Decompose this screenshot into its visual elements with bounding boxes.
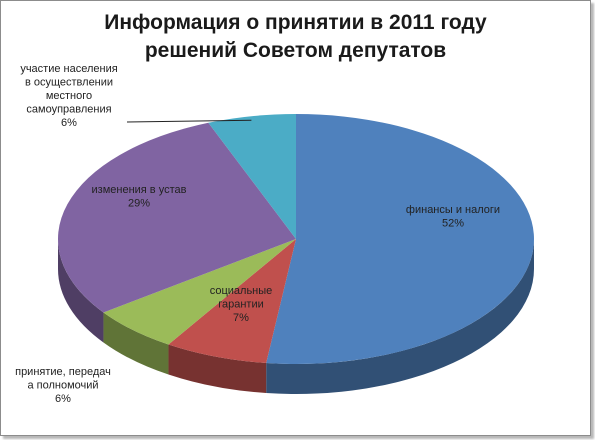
data-label-value: 7% [233,312,249,324]
data-labels: финансы и налоги 52% социальные гарантии 7% п… [15,63,500,405]
data-label-line: а полномочий [27,380,98,392]
data-label-line: социальные [210,285,273,297]
data-label-line: участие населения [20,63,117,75]
leader-line [126,119,252,123]
chart-title-line-1: Информация о принятии в 2011 году [104,11,487,34]
data-label-line: изменения в устав [92,184,187,196]
pie-slice-side-1 [168,344,267,394]
data-label-value: 6% [61,117,77,129]
chart-title: Информация о принятии в 2011 году решени… [1,9,590,65]
pie-slice-0 [266,114,534,364]
data-label-line: самоуправления [26,104,111,116]
pie-slice-side-3 [58,239,104,343]
data-label-line: финансы и налоги [406,204,500,216]
pie-side-walls [58,239,534,395]
data-label-line: местного [46,90,92,102]
pie-chart: финансы и налоги 52% социальные гарантии 7% п… [15,63,534,405]
data-label-line: принятие, передач [15,366,111,378]
pie-slice-1 [168,239,296,364]
data-label-line: гарантии [218,299,264,311]
data-label-value: 52% [442,218,464,230]
pie-top-faces [57,114,534,364]
data-label-line: в осуществлении [25,77,113,89]
data-label-4: участие населения в осуществлении местного… [20,63,117,129]
pie-slice-side-2 [103,312,169,375]
data-label-0: финансы и налоги 52% [406,204,500,230]
pie-slice-side-0 [266,239,534,395]
pie-slice-4 [208,114,296,239]
data-label-value: 29% [128,198,150,210]
pie-slice-2 [103,239,297,345]
data-label-1: социальные гарантии 7% [210,285,273,324]
data-label-value: 6% [55,393,71,405]
chart-title-line-2: решений Советом депутатов [144,39,447,62]
data-label-2: принятие, передач а полномочий 6% [15,366,111,405]
data-label-3: изменения в устав 29% [92,184,187,210]
pie-slice-3 [57,122,296,313]
